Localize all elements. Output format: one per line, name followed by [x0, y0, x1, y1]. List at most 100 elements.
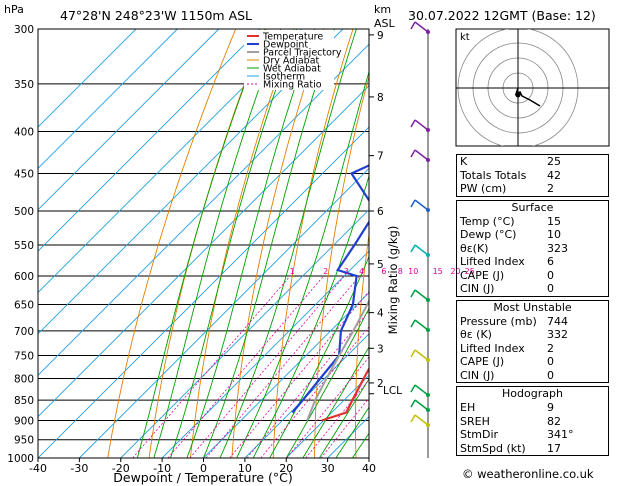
location-title: 47°28'N 248°23'W 1150m ASL [60, 8, 252, 23]
surface-row: θε(K) 323 [460, 241, 568, 255]
datetime-title: 30.07.2022 12GMT (Base: 12) [408, 8, 596, 23]
wind-barb-flag [410, 414, 416, 423]
dry-adiabat-line [231, 29, 325, 458]
mixing-ratio-tick-label: 15 [433, 267, 443, 276]
wind-barb-flag [410, 319, 416, 328]
hodograph-title: Hodograph [502, 387, 563, 400]
dry-adiabat-line [609, 29, 629, 458]
hodograph-box: Hodograph EH 9 SREH 82 StmDir 341° StmSpd (kt)… [456, 386, 609, 456]
mixing-ratio-axis-label: Mixing Ratio (g/kg) [386, 226, 400, 335]
wet-adiabat-line [335, 406, 369, 458]
x-tick-label: -20 [112, 462, 130, 475]
surface-box: Surface Temp (°C) 15 Dewp (°C) 10 θε(K) 323 Li… [456, 199, 609, 297]
wind-barb-dot [426, 328, 430, 332]
mixing-ratio-tick-label: 4 [359, 267, 364, 276]
pressure-tick-label: 450 [14, 168, 34, 180]
wind-barb-dot [426, 30, 430, 34]
wind-barb [414, 149, 429, 161]
temperature-line [321, 366, 369, 422]
tt-row: Totals Totals 42 [460, 168, 561, 182]
wet-adiabat-line [136, 29, 267, 458]
km-label: km [374, 3, 391, 16]
hodo-row: SREH 82 [460, 414, 561, 428]
x-tick-label: -30 [70, 462, 88, 475]
dry-adiabat-line [148, 29, 266, 458]
pressure-tick-label: 750 [14, 350, 34, 362]
mu-row: CAPE (J) 0 [460, 355, 554, 368]
surface-title: Surface [511, 200, 554, 214]
wind-barb-flag [410, 149, 416, 158]
wind-barb [414, 289, 429, 301]
mixing-ratio-tick-label: 25 [465, 267, 475, 276]
wind-barb-flag [410, 349, 416, 358]
mixing-ratio-tick-label: 6 [381, 267, 386, 276]
dry-adiabat-line [190, 29, 295, 458]
k-row: K 25 [460, 155, 561, 168]
pressure-tick-label: 850 [14, 395, 34, 407]
pressure-tick-label: 300 [14, 24, 34, 36]
km-tick-label: 2 [377, 378, 384, 390]
wind-barb-dot [426, 408, 430, 412]
wind-barb-dot [426, 358, 430, 362]
surface-row: CIN (J) 0 [460, 282, 554, 295]
mu-row: CIN (J) 0 [460, 368, 554, 382]
wet-adiabat-line [285, 307, 369, 458]
pressure-tick-label: 1000 [7, 453, 34, 465]
surface-row: Lifted Index 6 [460, 255, 554, 268]
wet-adiabat-line [269, 255, 369, 458]
isotherm-line [38, 29, 344, 335]
most-unstable-box: Most Unstable Pressure (mb) 744 θε (K) 332 L… [456, 299, 609, 383]
hpa-label: hPa [4, 3, 24, 16]
legend-label: Parcel Trajectory [263, 48, 342, 59]
indices-table: K 25 Totals Totals 42 PW (cm) 2 Surface Tem… [456, 154, 609, 459]
mixing-ratio-line [132, 275, 291, 458]
isotherm-line [244, 333, 369, 458]
wind-barb-flag [410, 119, 416, 128]
legend-label: Dewpoint [263, 40, 308, 51]
mixing-ratio-tick-label: 2 [323, 267, 328, 276]
storm-motion-dot [515, 92, 521, 98]
surface-row: Dewp (°C) 10 [460, 228, 561, 241]
mixing-ratio-line [246, 310, 369, 458]
isotherm-line [38, 29, 220, 211]
hodograph-trace [514, 87, 541, 107]
isotherm-line [285, 374, 369, 458]
legend-label: Isotherm [263, 72, 305, 83]
hodo-row: StmSpd (kt) 17 [460, 441, 561, 455]
wet-adiabat-line [252, 174, 369, 458]
km-tick-label: 6 [377, 206, 384, 218]
wet-adiabat-line [319, 378, 369, 458]
surface-row: CAPE (J) 0 [460, 268, 554, 282]
wind-barb [414, 349, 429, 361]
mixing-ratio-tick-label: 10 [408, 267, 418, 276]
mixing-ratio-line [229, 290, 369, 458]
isotherm-line [38, 84, 369, 418]
x-tick-label: -10 [153, 462, 171, 475]
isotherm-line [38, 29, 137, 128]
wind-barb-flag [410, 21, 416, 30]
km-tick-label: 8 [377, 92, 384, 104]
pressure-tick-label: 500 [14, 206, 34, 218]
surface-row: Temp (°C) 15 [460, 214, 561, 228]
wind-barb [414, 244, 429, 256]
x-tick-label: 40 [362, 462, 376, 475]
wind-barb-dot [426, 423, 430, 427]
most-unstable-title: Most Unstable [493, 300, 572, 314]
wet-adiabat-line [302, 346, 369, 458]
mixing-ratio-tick-label: 3 [344, 267, 349, 276]
mixing-ratio-line [189, 275, 345, 458]
pw-row: PW (cm) 2 [460, 182, 554, 195]
mixing-ratio-line [305, 379, 369, 458]
wind-barb-dot [426, 253, 430, 257]
wet-adiabat-line [219, 29, 357, 458]
hodo-row: StmDir 341° [460, 428, 574, 441]
legend-label: Mixing Ratio [263, 80, 322, 91]
pressure-tick-label: 600 [14, 271, 34, 283]
mu-row: Pressure (mb) 744 [460, 314, 568, 328]
isotherm-line [38, 29, 261, 252]
wind-barb-dot [426, 393, 430, 397]
wind-barb-dot [426, 158, 430, 162]
legend-label: Wet Adiabat [263, 64, 321, 75]
isotherm-line [203, 291, 369, 458]
